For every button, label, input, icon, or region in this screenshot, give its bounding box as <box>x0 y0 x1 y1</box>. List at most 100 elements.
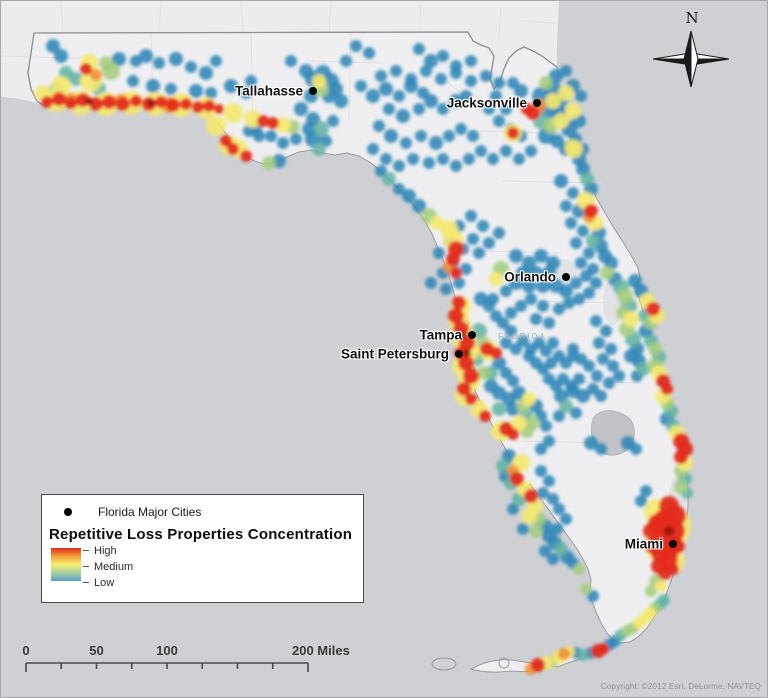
heat-point <box>509 249 523 263</box>
heat-point <box>265 130 277 142</box>
heat-point <box>407 153 419 165</box>
heat-point <box>367 143 379 155</box>
heat-point <box>192 101 204 113</box>
heat-point <box>545 93 561 109</box>
heat-point <box>645 585 657 597</box>
heat-point <box>257 115 269 127</box>
heat-point <box>393 183 405 195</box>
heat-point <box>557 373 569 385</box>
ramp-label: Medium <box>94 561 134 573</box>
heat-point <box>449 94 463 108</box>
heat-point <box>99 56 113 70</box>
heat-point <box>65 97 77 109</box>
heat-point <box>522 392 536 406</box>
heat-point <box>540 345 552 357</box>
heat-point <box>463 368 479 384</box>
heat-point <box>497 317 509 329</box>
heat-point <box>543 317 555 329</box>
heat-point <box>500 337 512 349</box>
heat-point <box>327 115 339 127</box>
heat-point <box>199 66 213 80</box>
heat-point <box>524 489 538 503</box>
heat-point <box>537 300 549 312</box>
heat-point <box>424 54 438 68</box>
heat-point <box>493 77 505 89</box>
heat-point <box>658 594 670 606</box>
city-dot <box>533 99 541 107</box>
heat-point <box>575 90 587 102</box>
ramp-tick <box>83 550 89 551</box>
heat-point <box>412 199 426 213</box>
heat-point <box>420 65 432 77</box>
heat-point <box>575 257 587 269</box>
heat-point <box>507 428 519 440</box>
heat-point <box>533 337 545 349</box>
heat-point <box>54 49 68 63</box>
heat-point <box>577 649 589 661</box>
heat-point <box>661 383 673 395</box>
heat-point <box>511 415 527 431</box>
heat-point <box>476 366 490 380</box>
heat-point <box>402 189 416 203</box>
heat-point <box>277 137 289 149</box>
heat-point <box>515 300 527 312</box>
heat-point <box>46 39 60 53</box>
heat-point <box>517 523 529 535</box>
heat-point <box>453 277 465 289</box>
heat-point <box>507 77 519 89</box>
heat-point <box>165 83 177 95</box>
city-label: Jacksonville <box>446 95 527 111</box>
heat-point <box>203 100 215 112</box>
ramp-tick <box>83 566 89 567</box>
heat-point <box>573 563 585 575</box>
heat-point <box>547 493 559 505</box>
heat-point <box>366 89 380 103</box>
scale-bar-label: 50 <box>89 643 104 658</box>
heat-point <box>483 103 495 115</box>
heat-point <box>567 343 579 355</box>
heat-point <box>393 160 405 172</box>
heat-point <box>583 247 595 259</box>
city-label: Tallahasse <box>234 83 303 99</box>
heat-point <box>493 227 505 239</box>
heat-point <box>583 360 595 372</box>
heat-point <box>350 40 362 52</box>
heat-point <box>560 65 572 77</box>
heat-point <box>560 513 572 525</box>
heat-point <box>463 153 475 165</box>
heat-point <box>393 90 405 102</box>
heat-point <box>450 60 462 72</box>
heat-point <box>465 55 477 67</box>
heat-point <box>587 383 599 395</box>
heat-point <box>553 503 565 515</box>
heat-point <box>595 390 607 402</box>
heat-point <box>635 495 647 507</box>
heat-point <box>180 98 192 110</box>
heat-point <box>521 508 537 524</box>
heat-point <box>521 103 533 115</box>
city-point-symbol <box>64 508 72 516</box>
heat-point <box>507 127 519 139</box>
heat-point <box>646 302 660 316</box>
heat-point <box>630 443 642 455</box>
heat-point <box>580 172 594 186</box>
heat-point <box>80 63 92 75</box>
city-label: Saint Petersburg <box>340 346 449 362</box>
heat-point <box>525 145 537 157</box>
heat-point <box>605 343 617 355</box>
heat-point <box>591 370 603 382</box>
heat-point <box>417 87 429 99</box>
heat-point <box>640 485 652 497</box>
heat-point <box>553 113 569 129</box>
heat-point <box>285 55 297 67</box>
heat-point <box>448 308 464 324</box>
heat-point <box>570 407 582 419</box>
heat-point <box>340 55 352 67</box>
north-arrow-label: N <box>685 9 699 27</box>
heat-point <box>573 373 585 385</box>
heat-point <box>275 117 291 133</box>
heat-point <box>383 103 395 115</box>
heat-point <box>312 74 326 88</box>
heat-point <box>500 285 512 297</box>
heat-point <box>437 50 449 62</box>
